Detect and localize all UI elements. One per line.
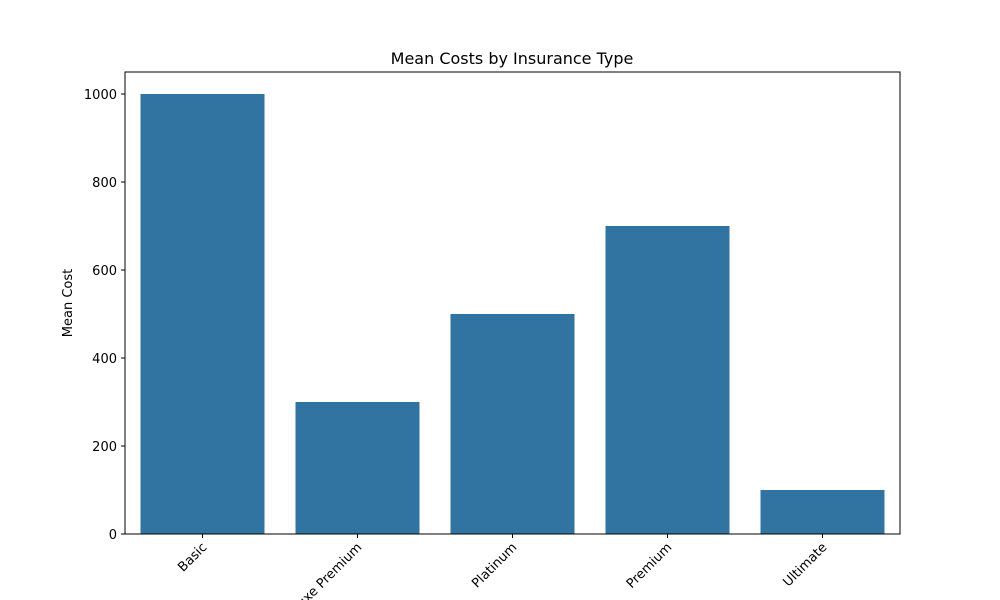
plot-frame <box>124 71 901 535</box>
x-tick-label: Premium <box>624 540 676 592</box>
y-tick-label: 1000 <box>84 88 117 103</box>
bar-premium <box>605 226 730 534</box>
bar-ultimate <box>760 490 885 534</box>
y-tick-label: 200 <box>92 440 117 455</box>
bar-deluxe-premium <box>295 402 420 534</box>
bar-platinum <box>450 314 575 534</box>
x-tick-label: Platinum <box>469 540 520 591</box>
x-tick-label: Ultimate <box>780 540 830 590</box>
chart-title: Mean Costs by Insurance Type <box>391 49 634 68</box>
x-tick-label: Basic <box>175 540 210 575</box>
y-tick-label: 0 <box>109 528 117 543</box>
bars-group <box>140 94 885 534</box>
y-axis-ticks: 0 200 400 600 800 1000 <box>84 88 125 543</box>
bar-basic <box>140 94 265 534</box>
y-tick-label: 400 <box>92 352 117 367</box>
y-axis-label: Mean Cost <box>61 269 76 337</box>
y-tick-label: 800 <box>92 176 117 191</box>
y-tick-label: 600 <box>92 264 117 279</box>
x-axis-ticks: Basic Deluxe Premium Platinum Premium Ultima… <box>175 534 830 600</box>
x-tick-label: Deluxe Premium <box>279 540 365 600</box>
